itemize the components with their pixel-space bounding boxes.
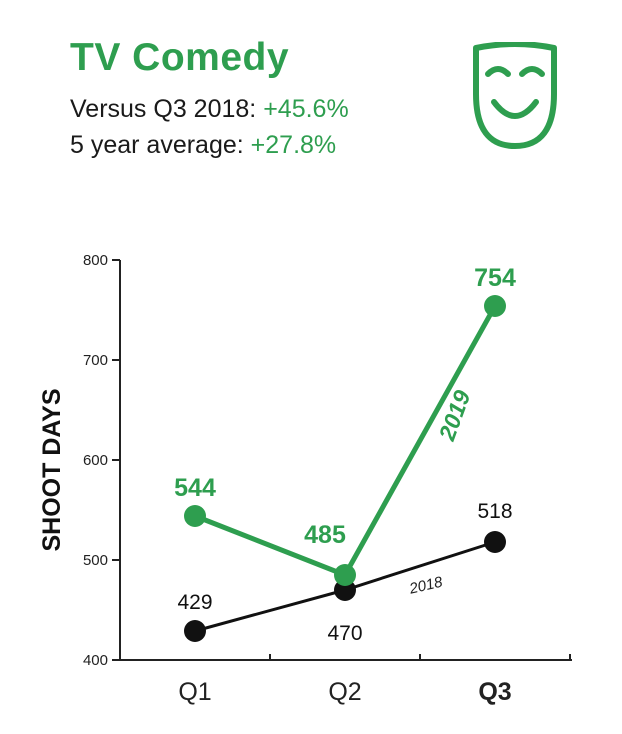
data-label-2018-Q2: 470: [327, 622, 362, 645]
stat-value: +45.6%: [263, 95, 349, 123]
y-tick-label: 700: [83, 352, 108, 369]
data-point-2018-Q1: [184, 620, 206, 642]
y-tick-label: 600: [83, 452, 108, 469]
series-label-2019: 2019: [433, 387, 475, 445]
data-point-2019-Q3: [484, 295, 506, 317]
comedy-mask-icon: [473, 42, 557, 149]
y-tick-label: 400: [83, 652, 108, 669]
chart-title: TV Comedy: [70, 36, 290, 79]
data-label-2018-Q3: 518: [477, 500, 512, 523]
series-points: [184, 295, 506, 642]
data-label-2019-Q2: 485: [304, 521, 346, 549]
y-tick-label: 500: [83, 552, 108, 569]
axes: 400 500 600 700 800 Q1 Q2 Q3: [83, 252, 572, 706]
x-tick-label: Q1: [178, 678, 211, 706]
stat-label: Versus Q3 2018:: [70, 95, 257, 123]
stat-value: +27.8%: [250, 131, 337, 159]
data-point-2018-Q3: [484, 531, 506, 553]
data-point-2019-Q2: [334, 564, 356, 586]
stat-label: 5 year average:: [70, 131, 244, 159]
data-label-2018-Q1: 429: [177, 591, 212, 614]
stat-versus-q3-2018: Versus Q3 2018: +45.6%: [70, 95, 349, 124]
data-point-2019-Q1: [184, 505, 206, 527]
x-tick-label: Q3: [478, 678, 511, 706]
series-label-2018: 2018: [407, 573, 445, 597]
data-label-2019-Q1: 544: [174, 474, 216, 502]
y-tick-label: 800: [83, 252, 108, 269]
y-axis-label: SHOOT DAYS: [38, 388, 66, 551]
data-label-2019-Q3: 754: [474, 264, 516, 292]
stat-five-year-average: 5 year average: +27.8%: [70, 131, 336, 160]
x-tick-label: Q2: [328, 678, 361, 706]
